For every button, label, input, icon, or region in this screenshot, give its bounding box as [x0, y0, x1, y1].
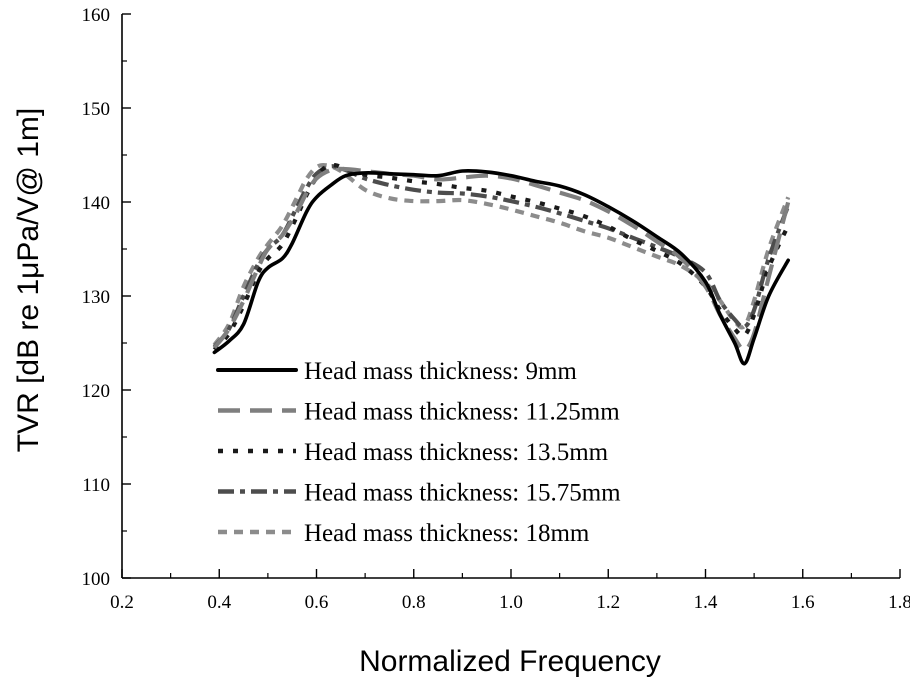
- x-tick-label: 1.6: [791, 592, 815, 613]
- legend-label-1: Head mass thickness: 9mm: [304, 358, 577, 385]
- legend: Head mass thickness: 9mm Head mass thickn…: [216, 358, 621, 547]
- y-tick-label: 110: [82, 475, 110, 496]
- x-tick-label: 0.8: [402, 592, 426, 613]
- series-line-4: [212, 164, 791, 349]
- y-tick-label: 130: [82, 287, 111, 308]
- y-tick-label: 100: [82, 569, 111, 590]
- y-tick-label: 150: [82, 99, 111, 120]
- legend-label-5: Head mass thickness: 18mm: [304, 520, 590, 547]
- x-tick-label: 1.2: [596, 592, 620, 613]
- x-tick-label: 0.2: [110, 592, 134, 613]
- x-tick-label: 1.8: [888, 592, 910, 613]
- series-line-1: [212, 168, 790, 366]
- series-line-3: [212, 162, 791, 352]
- y-tick-label: 120: [82, 381, 111, 402]
- x-tick-label: 1.0: [499, 592, 523, 613]
- legend-label-4: Head mass thickness: 15.75mm: [304, 480, 621, 507]
- legend-label-3: Head mass thickness: 13.5mm: [304, 439, 609, 466]
- axes-layer: 0.2 0.4 0.6 0.8 1.0 1.2 1.4 1.6 1.8 100 110 120 130 1…: [82, 5, 910, 613]
- series-layer: [212, 162, 791, 366]
- x-tick-label: 1.4: [694, 592, 718, 613]
- x-tick-label: 0.4: [207, 592, 231, 613]
- legend-label-2: Head mass thickness: 11.25mm: [304, 399, 620, 426]
- x-tick-label: 0.6: [305, 592, 329, 613]
- y-tick-label: 140: [82, 193, 111, 214]
- y-axis-title: TVR [dB re 1μPa/V@ 1m]: [12, 108, 45, 453]
- y-tick-label: 160: [82, 5, 111, 26]
- x-axis-title: Normalized Frequency: [359, 645, 661, 678]
